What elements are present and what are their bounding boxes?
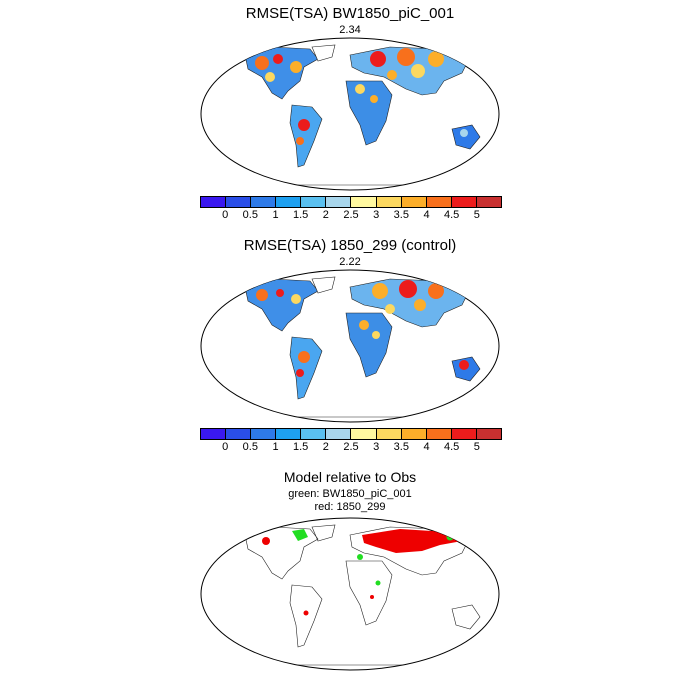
panel2-map-svg — [200, 269, 500, 423]
comparison-regions — [262, 529, 462, 616]
colorbar-box — [276, 197, 302, 207]
colorbar-box — [201, 197, 227, 207]
colorbar-box — [476, 429, 501, 439]
panel1-colorbar-labels: 0 0.5 1 1.5 2 2.5 3 3.5 4 4.5 5 — [200, 209, 502, 223]
panel1-hotspots — [255, 48, 468, 145]
comparison-map-svg — [200, 517, 500, 671]
colorbar-box — [301, 429, 327, 439]
australia — [451, 124, 481, 150]
colorbar-box — [476, 197, 501, 207]
south-america — [289, 104, 323, 168]
red-region-africa — [370, 595, 374, 599]
colorbar-tick-label: 2 — [322, 209, 329, 221]
colorbar-box — [376, 429, 402, 439]
greenland — [311, 44, 336, 62]
colorbar-tick-label: 3 — [373, 441, 380, 453]
colorbar-box — [251, 197, 277, 207]
colorbar-box — [251, 429, 277, 439]
colorbar-tick-label: 0 — [222, 209, 229, 221]
colorbar-box — [426, 197, 452, 207]
green-region-east-asia — [446, 533, 454, 541]
colorbar-tick-label: 5 — [473, 441, 480, 453]
colorbar-tick-label: 4 — [423, 209, 430, 221]
panel1-title: RMSE(TSA) BW1850_piC_001 — [245, 5, 455, 22]
colorbar-tick-label: 0 — [222, 441, 229, 453]
colorbar-tick-label: 1 — [272, 441, 279, 453]
colorbar-tick-label: 1.5 — [293, 441, 309, 453]
panel1-map — [200, 37, 500, 192]
colorbar-tick-label: 5 — [473, 209, 480, 221]
comparison-green-label: green: BW1850_piC_001 — [288, 488, 412, 500]
panel2-colorbar — [200, 428, 502, 440]
africa — [345, 80, 393, 146]
colorbar-box — [401, 197, 427, 207]
comparison-map — [200, 517, 500, 672]
panel1-map-svg — [200, 37, 500, 191]
red-region-south-america — [303, 610, 309, 616]
colorbar-box — [226, 429, 252, 439]
colorbar-tick-label: 2.5 — [343, 209, 359, 221]
panel2-map — [200, 269, 500, 424]
colorbar-tick-label: 0.5 — [242, 441, 258, 453]
panel1-colorbar — [200, 196, 502, 208]
colorbar-box — [451, 429, 477, 439]
colorbar-tick-label: 4.5 — [444, 209, 460, 221]
green-region-north-america — [292, 529, 308, 541]
panel2-hotspots — [256, 280, 469, 377]
colorbar-tick-label: 4 — [423, 441, 430, 453]
colorbar-box — [351, 429, 377, 439]
red-region-north-america — [262, 537, 270, 545]
red-region-eurasia — [362, 529, 462, 553]
colorbar-tick-label: 1.5 — [293, 209, 309, 221]
colorbar-tick-label: 4.5 — [444, 441, 460, 453]
colorbar-tick-label: 1 — [272, 209, 279, 221]
green-region-europe — [357, 554, 363, 560]
panel2-rmse-value: 2.22 — [339, 256, 361, 268]
colorbar-box — [201, 429, 227, 439]
colorbar-box — [326, 197, 352, 207]
colorbar-box — [276, 429, 302, 439]
colorbar-box — [351, 197, 377, 207]
colorbar-tick-label: 2 — [322, 441, 329, 453]
colorbar-box — [326, 429, 352, 439]
colorbar-tick-label: 0.5 — [242, 209, 258, 221]
colorbar-box — [401, 429, 427, 439]
colorbar-tick-label: 3 — [373, 209, 380, 221]
comparison-red-label: red: 1850_299 — [314, 501, 386, 513]
colorbar-tick-label: 2.5 — [343, 441, 359, 453]
panel2-colorbar-labels: 0 0.5 1 1.5 2 2.5 3 3.5 4 4.5 5 — [200, 441, 502, 455]
colorbar-tick-label: 3.5 — [393, 441, 409, 453]
colorbar-tick-label: 3.5 — [393, 209, 409, 221]
comparison-title: Model relative to Obs — [283, 469, 417, 485]
colorbar-box — [301, 197, 327, 207]
colorbar-box — [226, 197, 252, 207]
green-region-africa — [375, 580, 381, 586]
panel2-title: RMSE(TSA) 1850_299 (control) — [243, 237, 457, 254]
colorbar-box — [451, 197, 477, 207]
panel1-rmse-value: 2.34 — [339, 24, 361, 36]
colorbar-box — [426, 429, 452, 439]
colorbar-box — [376, 197, 402, 207]
